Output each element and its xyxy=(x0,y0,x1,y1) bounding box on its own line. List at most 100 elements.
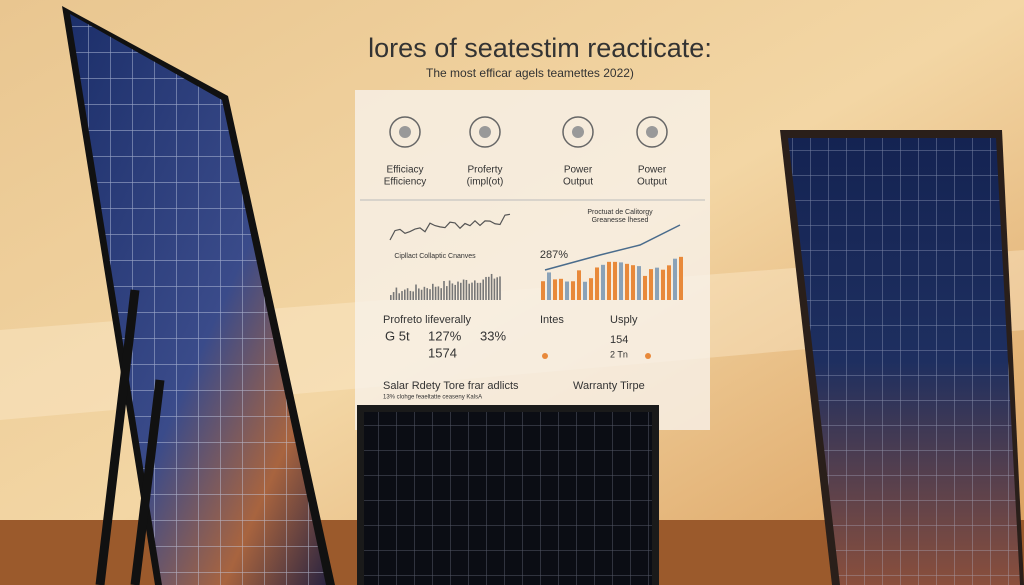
deco-bar xyxy=(468,283,470,300)
deco-bar xyxy=(404,289,406,300)
deco-bar xyxy=(474,280,476,300)
deco-bar xyxy=(398,293,400,300)
stat: 127% xyxy=(428,328,462,343)
stat: 33% xyxy=(480,328,506,343)
deco-bar xyxy=(401,291,403,300)
panel-grid xyxy=(788,138,1020,585)
deco-bar xyxy=(488,276,490,300)
deco-bar xyxy=(457,281,459,300)
deco-bar xyxy=(390,295,392,300)
deco-bar xyxy=(409,290,412,300)
stats-col: Usply xyxy=(610,314,638,326)
stats-col: Intes xyxy=(540,314,564,326)
deco-bar xyxy=(583,281,587,300)
icon xyxy=(636,116,668,148)
deco-bar xyxy=(637,266,641,300)
deco-bar xyxy=(440,288,442,300)
deco-bar xyxy=(471,282,473,300)
deco-bar xyxy=(423,286,426,300)
icon xyxy=(389,116,421,148)
icon-label: (impl(ot) xyxy=(467,177,504,188)
deco-bar xyxy=(577,270,581,300)
stat: G 5t xyxy=(385,328,410,343)
stand xyxy=(95,289,165,585)
chart-caption: Greanesse lhesed xyxy=(592,217,649,224)
deco-bar xyxy=(420,289,423,300)
icon-core xyxy=(572,126,584,138)
trend-line xyxy=(544,224,681,271)
deco-bar xyxy=(499,276,501,300)
deco-bar xyxy=(412,291,414,300)
deco-bar xyxy=(667,265,671,300)
chart-caption: Proctuat de Calitorgy xyxy=(587,209,653,216)
deco-bar xyxy=(493,278,496,300)
icon-label: Efficiency xyxy=(384,177,427,188)
deco-bar xyxy=(429,289,431,300)
deco-bar xyxy=(589,278,593,300)
deco-bar xyxy=(565,281,569,300)
deco-bar xyxy=(465,279,468,300)
deco-bar xyxy=(619,262,623,300)
icon-label: Output xyxy=(637,177,667,188)
deco-bar xyxy=(679,256,683,300)
title: lores of seatestim reacticate: xyxy=(368,33,712,63)
deco-bar xyxy=(395,287,398,300)
deco-bar xyxy=(418,288,420,300)
icon-core xyxy=(399,126,411,138)
deco-bar xyxy=(443,280,445,300)
icon-core xyxy=(479,126,491,138)
icon-label: Proferty xyxy=(467,165,502,176)
icon xyxy=(469,116,501,148)
deco-bar xyxy=(476,282,479,300)
deco-bar xyxy=(460,282,462,300)
deco-bar xyxy=(553,279,557,300)
deco-bar xyxy=(432,283,434,300)
deco-bar xyxy=(426,288,428,300)
deco-bar xyxy=(631,265,635,300)
panel-grid xyxy=(364,412,652,585)
deco-bar xyxy=(490,273,493,300)
deco-bar xyxy=(496,277,498,300)
deco-bar xyxy=(434,286,437,300)
icon-label: Power xyxy=(638,165,667,176)
deco-bar xyxy=(462,279,465,300)
deco-bar xyxy=(559,278,563,300)
deco-bar xyxy=(571,281,575,300)
deco-bar xyxy=(613,261,617,300)
stat: 1574 xyxy=(428,345,457,360)
deco-bar xyxy=(437,286,440,300)
panel-grid xyxy=(70,14,326,585)
deco-bar xyxy=(673,258,677,300)
footer-text: Salar Rdety Tore frar adlicts xyxy=(383,380,519,392)
deco-bar xyxy=(601,264,605,300)
stats-title: Profreto lifeverally xyxy=(383,314,472,326)
footer-text: Warranty Tirpe xyxy=(573,380,645,392)
subtitle: The most efficar agels teamettes 2022) xyxy=(426,66,634,80)
bullet xyxy=(645,353,651,359)
deco-bar xyxy=(479,282,482,300)
deco-bar xyxy=(451,283,454,300)
icon-label: Power xyxy=(564,165,593,176)
footer-note: 13% clohge feaeltatte ceaseny KalsA xyxy=(383,395,482,401)
deco-bar xyxy=(485,276,487,300)
icon xyxy=(562,116,594,148)
deco-bar xyxy=(406,288,409,300)
stat: 2 Tn xyxy=(610,349,628,359)
deco-bar xyxy=(547,272,551,300)
icon-label: Efficiacy xyxy=(386,165,423,176)
deco-bar xyxy=(649,269,653,300)
deco-bar xyxy=(541,281,545,300)
deco-bar xyxy=(415,284,417,300)
deco-bar xyxy=(625,263,629,300)
stat: 154 xyxy=(610,334,628,346)
deco-bar xyxy=(392,292,395,300)
icon-label: Output xyxy=(563,177,593,188)
deco-bar xyxy=(655,267,659,300)
deco-bar xyxy=(607,261,611,300)
bullet xyxy=(542,353,548,359)
deco-bar xyxy=(643,275,647,300)
mini-charts xyxy=(389,213,683,300)
chart-caption: Cipllact Collaptic Cnanves xyxy=(394,253,476,260)
